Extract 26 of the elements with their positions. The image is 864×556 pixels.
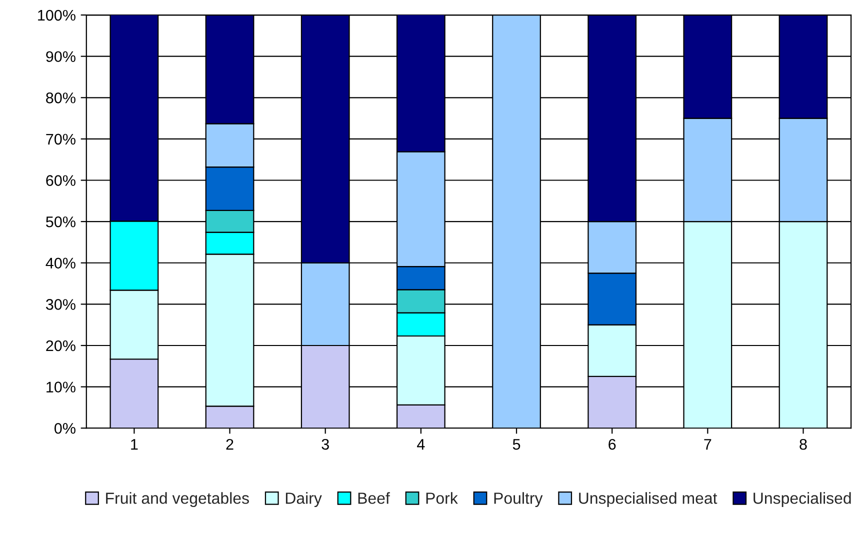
y-tick-label: 30% — [46, 299, 76, 310]
y-tick-label: 10% — [46, 382, 76, 392]
y-tick-label: 90% — [46, 51, 76, 62]
x-tick-label: 7 — [704, 439, 712, 450]
y-tick-label: 60% — [46, 175, 76, 186]
y-tick-label: 0% — [54, 422, 76, 434]
legend-label: Beef — [358, 492, 390, 504]
legend-label: Pork — [426, 492, 458, 504]
x-tick-label: 8 — [800, 438, 807, 450]
x-tick-label: 3 — [322, 438, 329, 450]
x-tick-label: 4 — [417, 439, 425, 450]
x-tick-label: 5 — [512, 439, 520, 450]
y-tick-label: 80% — [46, 92, 76, 104]
legend-label: Unspecialised — [754, 492, 851, 508]
y-tick-label: 20% — [46, 340, 76, 352]
y-tick-label: 50% — [46, 216, 76, 228]
y-tick-label: 70% — [46, 134, 76, 145]
x-tick-label: 1 — [131, 439, 138, 450]
x-tick-label: 2 — [226, 438, 234, 450]
legend-label: Unspecialised meat — [579, 492, 718, 508]
legend-label: Dairy — [286, 492, 322, 508]
legend-label: Poultry — [494, 492, 543, 508]
x-tick-label: 6 — [608, 438, 616, 450]
legend-label: Fruit and vegetables — [106, 492, 249, 508]
y-tick-label: 100% — [38, 10, 76, 21]
y-tick-label: 40% — [46, 258, 76, 269]
